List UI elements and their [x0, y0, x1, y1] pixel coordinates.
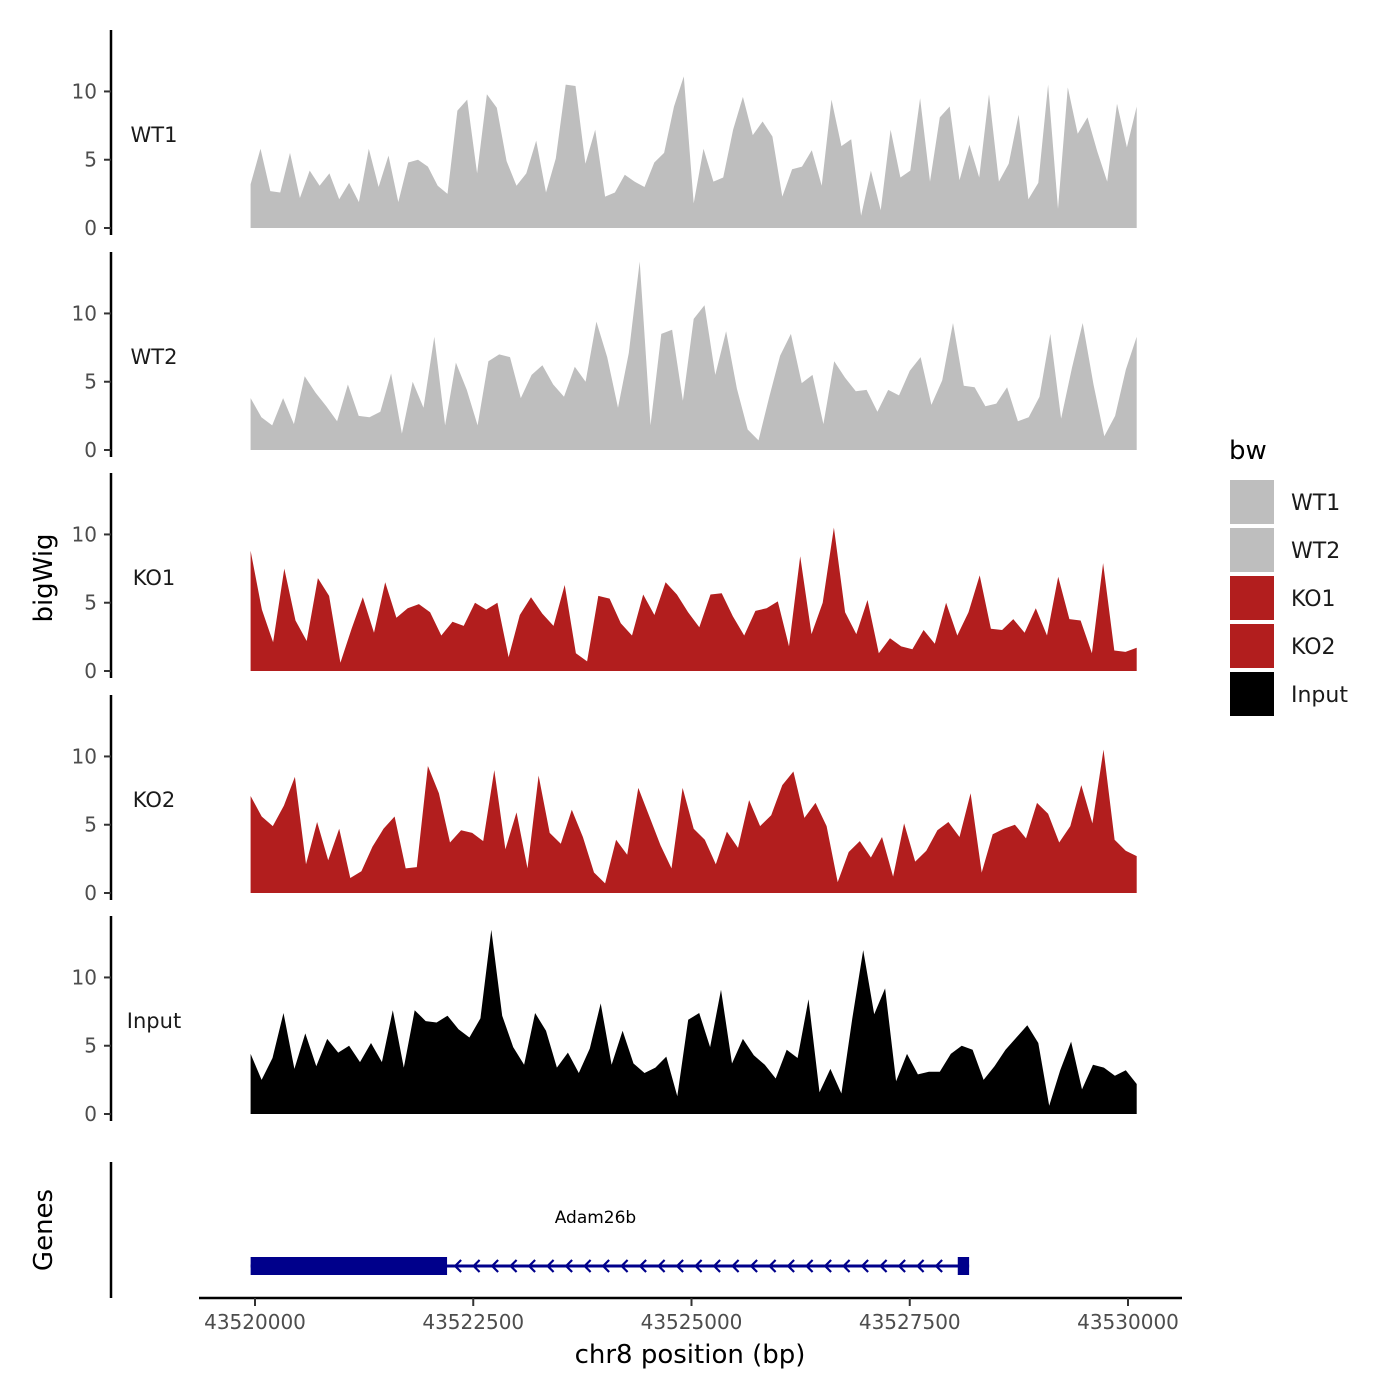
strand-arrow [712, 1259, 721, 1273]
x-tick-label: 43530000 [1077, 1310, 1179, 1334]
track-label: KO1 [133, 566, 176, 590]
y-axis-title: bigWig [29, 533, 59, 622]
strand-arrow [453, 1259, 462, 1273]
y-tick-label: 5 [84, 370, 97, 394]
strand-arrow [620, 1259, 629, 1273]
strand-arrow [768, 1259, 777, 1273]
strand-arrow [842, 1259, 851, 1273]
strand-arrow [638, 1259, 647, 1273]
area-input [250, 929, 1137, 1114]
legend-label-input: Input [1291, 683, 1348, 708]
y-tick-label: 5 [84, 813, 97, 837]
track-ko1: 0 5 10 KO1 [72, 473, 1137, 683]
strand-arrow [509, 1259, 518, 1273]
legend-label-ko2: KO2 [1291, 635, 1336, 660]
y-tick-label: 5 [84, 591, 97, 615]
y-tick-label: 10 [72, 301, 97, 325]
y-tick-label: 5 [84, 1034, 97, 1058]
strand-arrow [879, 1259, 888, 1273]
strand-arrow [694, 1259, 703, 1273]
genes-panel: Adam26b [109, 1162, 970, 1298]
strand-arrow [490, 1259, 499, 1273]
y-tick-label: 10 [72, 744, 97, 768]
legend-swatch-ko2 [1230, 624, 1274, 668]
legend-label-wt2: WT2 [1291, 539, 1340, 564]
track-wt2: 0 5 10 WT2 [72, 252, 1137, 462]
track-label: WT2 [131, 345, 178, 369]
legend-title: bw [1229, 436, 1267, 466]
strand-arrow [860, 1259, 869, 1273]
y-tick-label: 5 [84, 148, 97, 172]
strand-arrow [805, 1259, 814, 1273]
strand-arrow [675, 1259, 684, 1273]
legend: bw WT1 WT2 KO1 KO2 Input [1229, 436, 1348, 716]
legend-label-ko1: KO1 [1291, 587, 1336, 612]
strand-arrow [564, 1259, 573, 1273]
strand-arrow [527, 1259, 536, 1273]
y-tick-label: 0 [84, 438, 97, 462]
signal-tracks: 0 5 10 WT1 0 5 10 WT2 0 5 10 KO1 0 5 10 KO2 0 5 10 Input [72, 30, 1137, 1126]
strand-arrow [897, 1259, 906, 1273]
x-tick-label: 43525000 [641, 1310, 743, 1334]
area-wt1 [250, 76, 1137, 229]
strand-arrow [934, 1259, 943, 1273]
genes-track-title: Genes [29, 1189, 59, 1271]
strand-arrow [583, 1259, 592, 1273]
x-axis-title: chr8 position (bp) [575, 1340, 806, 1370]
y-tick-label: 10 [72, 965, 97, 989]
strand-arrow [749, 1259, 758, 1273]
y-tick-label: 10 [72, 522, 97, 546]
y-tick-label: 0 [84, 659, 97, 683]
legend-swatch-wt1 [1230, 480, 1274, 524]
y-tick-label: 0 [84, 881, 97, 905]
area-ko1 [250, 527, 1137, 671]
strand-arrow [731, 1259, 740, 1273]
legend-swatch-wt2 [1230, 528, 1274, 572]
track-input: 0 5 10 Input [72, 916, 1137, 1126]
gene-marks [250, 1257, 970, 1275]
x-tick-label: 43522500 [422, 1310, 524, 1334]
legend-swatch-input [1230, 672, 1274, 716]
track-label: WT1 [131, 123, 178, 147]
gene-exon [957, 1257, 970, 1275]
track-label: KO2 [133, 788, 176, 812]
strand-arrow [657, 1259, 666, 1273]
strand-arrow [823, 1259, 832, 1273]
strand-arrow [601, 1259, 610, 1273]
gene-label: Adam26b [555, 1208, 637, 1228]
legend-label-wt1: WT1 [1291, 491, 1340, 516]
x-tick-label: 43527500 [859, 1310, 961, 1334]
track-wt1: 0 5 10 WT1 [72, 30, 1137, 240]
strand-arrow [916, 1259, 925, 1273]
track-ko2: 0 5 10 KO2 [72, 695, 1137, 905]
legend-swatch-ko1 [1230, 576, 1274, 620]
y-tick-label: 0 [84, 1102, 97, 1126]
y-tick-label: 10 [72, 79, 97, 103]
gene-exon [250, 1257, 448, 1275]
area-wt2 [250, 261, 1137, 450]
y-tick-label: 0 [84, 216, 97, 240]
x-ticks: 43520000 43522500 43525000 43527500 43530000 [204, 1298, 1179, 1334]
strand-arrow [546, 1259, 555, 1273]
x-tick-label: 43520000 [204, 1310, 306, 1334]
strand-arrow [786, 1259, 795, 1273]
track-label: Input [127, 1009, 181, 1033]
area-ko2 [250, 749, 1137, 893]
legend-items: WT1 WT2 KO1 KO2 Input [1230, 480, 1348, 716]
x-axis: 43520000 43522500 43525000 43527500 43530000 [199, 1296, 1182, 1334]
strand-arrow [472, 1259, 481, 1273]
